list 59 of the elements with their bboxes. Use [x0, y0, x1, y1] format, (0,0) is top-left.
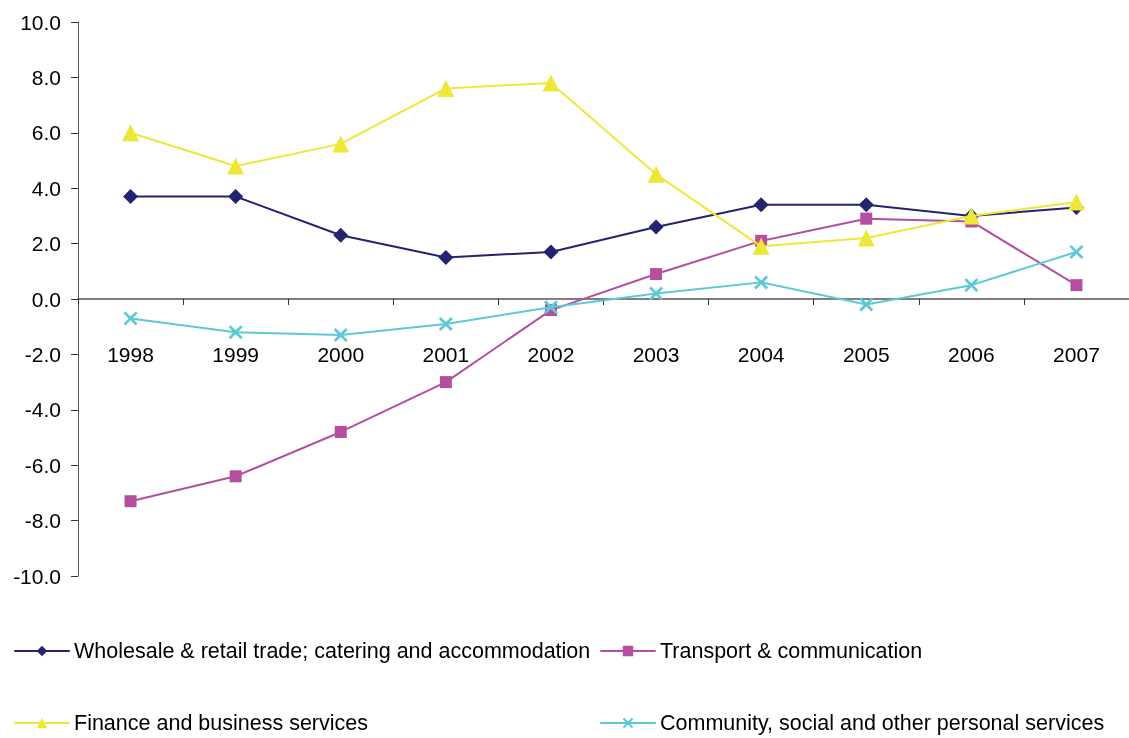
- point: [334, 425, 347, 438]
- x-tick-label: 2002: [527, 343, 575, 366]
- point: [543, 244, 559, 260]
- point: [228, 325, 243, 340]
- x-tick-label: 1998: [107, 343, 154, 366]
- x-tick-label: 2006: [947, 343, 995, 366]
- y-tick-label: 4.0: [31, 176, 61, 200]
- x-tick-label: 2007: [1053, 343, 1100, 366]
- point: [647, 165, 665, 183]
- point: [438, 249, 454, 265]
- point: [1067, 193, 1085, 211]
- x-tick-label: 2001: [422, 343, 470, 366]
- point: [229, 470, 242, 483]
- legend-label: Community, social and other personal services: [660, 711, 1105, 735]
- point: [753, 197, 769, 213]
- point: [650, 268, 663, 281]
- point: [860, 212, 873, 225]
- point: [123, 311, 138, 326]
- y-tick-label: -4.0: [24, 398, 61, 422]
- point: [122, 124, 140, 142]
- point: [542, 74, 560, 92]
- point: [438, 316, 453, 331]
- point: [332, 135, 350, 153]
- legend-label: Wholesale & retail trade; catering and accommodation: [74, 639, 591, 663]
- point: [123, 189, 139, 205]
- point: [1069, 244, 1084, 259]
- x-tick-label: 1999: [212, 343, 260, 366]
- point: [754, 275, 769, 290]
- point: [437, 79, 455, 97]
- y-tick-label: 8.0: [31, 65, 61, 89]
- point: [648, 219, 664, 235]
- y-tick-label: 6.0: [31, 121, 61, 145]
- y-tick-label: -8.0: [24, 509, 61, 533]
- point: [859, 297, 874, 312]
- y-tick-label: -2.0: [24, 342, 61, 366]
- point: [857, 229, 875, 247]
- point: [1070, 279, 1083, 292]
- y-tick-label: -6.0: [24, 453, 61, 477]
- legend-label: Transport & communication: [660, 639, 923, 663]
- x-tick-label: 2000: [317, 343, 365, 366]
- point: [649, 286, 664, 301]
- point: [439, 376, 452, 389]
- point: [227, 157, 245, 175]
- legend-label: Finance and business services: [74, 711, 368, 735]
- point: [543, 300, 558, 315]
- point: [333, 328, 348, 343]
- y-tick-label: -10.0: [13, 564, 61, 588]
- point: [333, 227, 349, 243]
- y-tick-label: 0.0: [31, 287, 61, 311]
- x-tick-label: 2003: [632, 343, 680, 366]
- point: [228, 189, 244, 205]
- x-tick-label: 2005: [842, 343, 890, 366]
- y-tick-label: 2.0: [31, 232, 61, 256]
- point: [964, 278, 979, 293]
- y-tick-label: 10.0: [20, 10, 61, 34]
- point: [858, 197, 874, 213]
- x-tick-label: 2004: [737, 343, 785, 366]
- point: [752, 237, 770, 255]
- point: [124, 495, 137, 508]
